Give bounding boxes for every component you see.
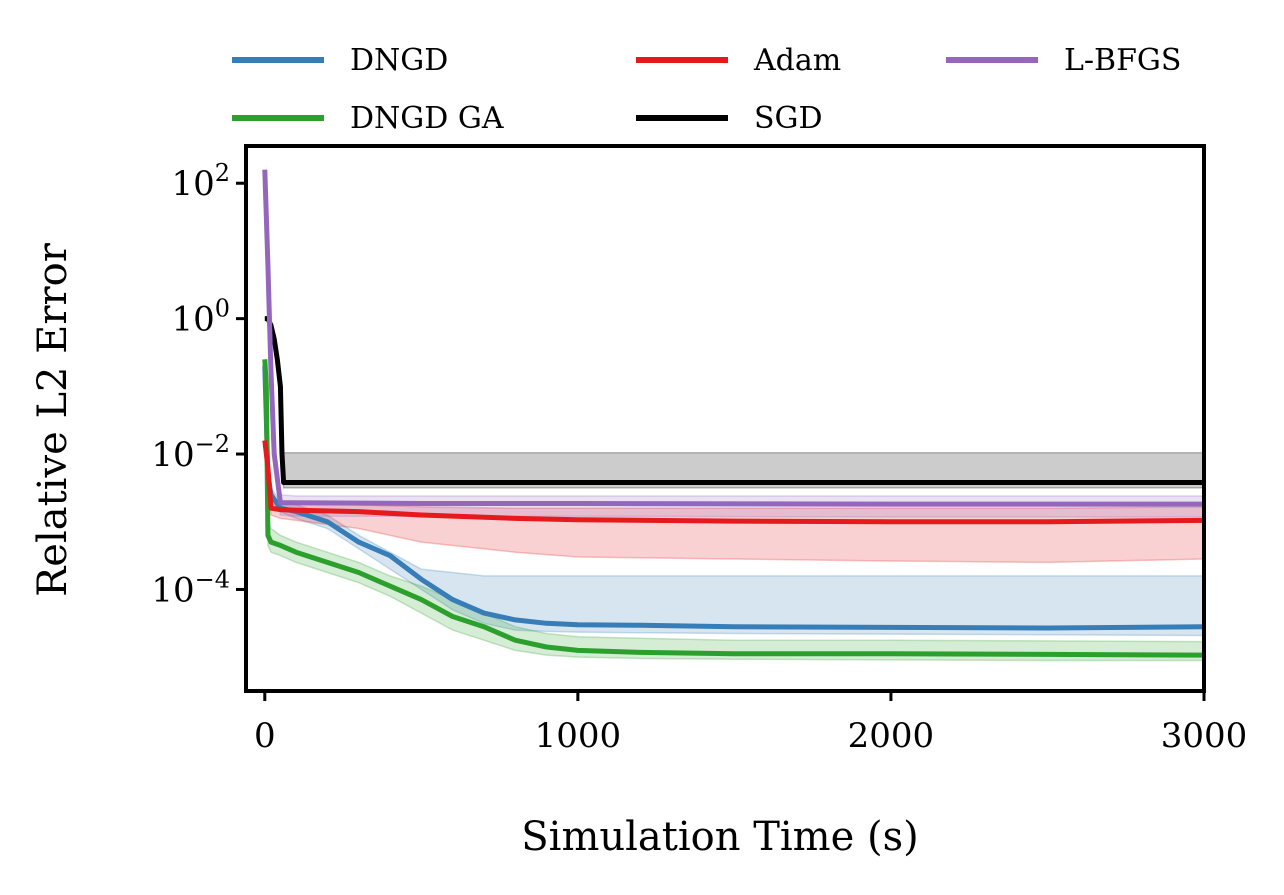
confidence-bands: [264, 169, 1204, 662]
y-tick-label: 100: [171, 295, 230, 340]
legend-item-dngd: DNGD: [232, 43, 448, 78]
series-line-l-bfgs: [262, 169, 1204, 507]
legend-item-dngd-ga: DNGD GA: [232, 101, 504, 136]
legend-label: DNGD: [350, 43, 448, 78]
legend-label: SGD: [754, 101, 823, 136]
band-dngd: [264, 365, 1204, 637]
legend-label: L-BFGS: [1064, 43, 1181, 78]
y-tick-label: 102: [171, 159, 230, 204]
series-line-dngd-ga: [262, 359, 1204, 658]
legend-item-sgd: SGD: [636, 101, 823, 136]
legend-label: DNGD GA: [350, 101, 504, 136]
y-tick-label: 10−2: [151, 430, 230, 475]
x-axis-ticks: 0 1000 2000 3000: [254, 691, 1247, 756]
band-dngd-ga: [264, 359, 1204, 662]
y-tick-label: 10−4: [151, 565, 230, 610]
y-axis-title: Relative L2 Error: [30, 242, 76, 597]
series-lines: [262, 169, 1204, 658]
x-axis-title: Simulation Time (s): [521, 814, 918, 860]
y-axis-ticks: 102 100 10−2 10−4: [151, 159, 246, 610]
legend-item-adam: Adam: [636, 43, 841, 78]
x-tick-label: 3000: [1161, 716, 1248, 756]
series-line-adam: [262, 440, 1204, 525]
legend-label: Adam: [753, 43, 841, 78]
legend-item-l-bfgs: L-BFGS: [946, 43, 1181, 78]
x-tick-label: 0: [254, 716, 276, 756]
x-tick-label: 2000: [848, 716, 935, 756]
legend: DNGD DNGD GA Adam SGD L-BFGS: [232, 43, 1181, 136]
x-tick-label: 1000: [535, 716, 622, 756]
band-sgd: [264, 317, 1204, 489]
plot-frame: [244, 144, 1206, 693]
